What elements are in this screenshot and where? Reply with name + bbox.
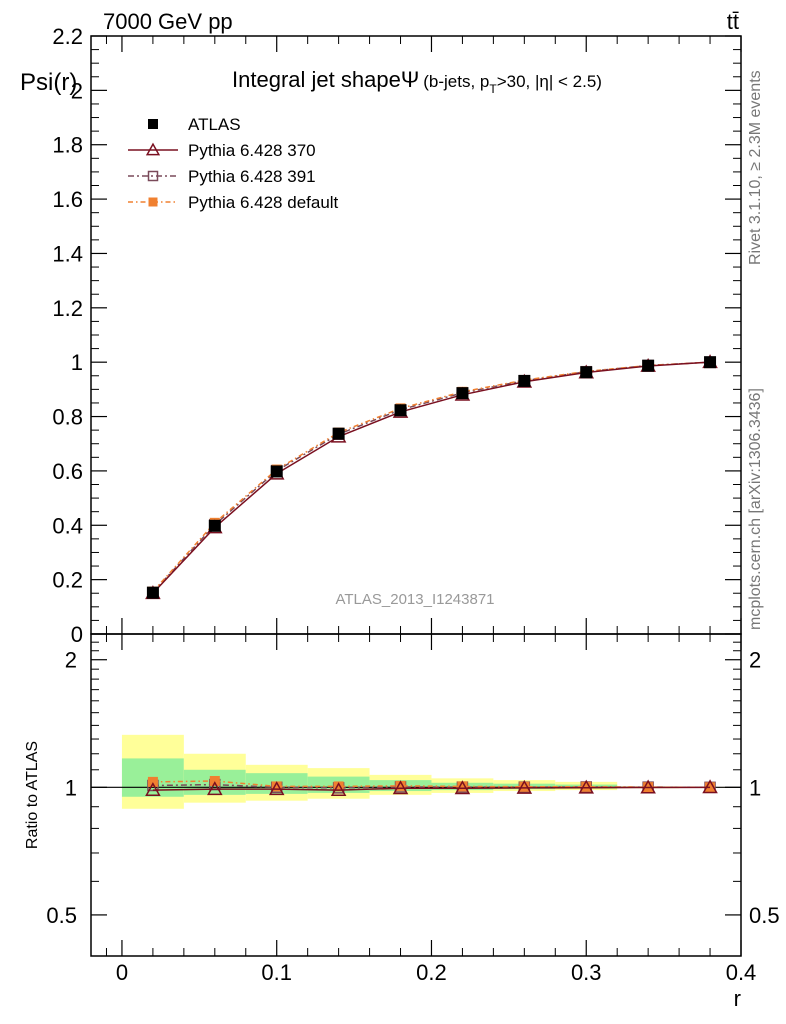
x-tick-label: 0.1: [261, 960, 292, 985]
series-pdefault: [147, 357, 716, 597]
ratio-point-p370: [392, 780, 409, 795]
ratio-point-p370: [578, 779, 595, 794]
legend: ATLAS Pythia 6.428 370 Pythia 6.428 391 Pyt…: [128, 115, 339, 212]
series-p391: [147, 356, 716, 599]
main-y-tick-label: 0.4: [52, 513, 83, 538]
main-y-tick-label: 1: [71, 350, 83, 375]
ratio-point-pdefault: [333, 781, 344, 792]
ratio-point-p370: [268, 781, 285, 796]
ratio-y-tick-label: 1: [65, 775, 77, 800]
process-label: tt̄: [727, 9, 739, 34]
main-ylabel: Psi(r): [20, 69, 77, 96]
ratio-ylabel: Ratio to ATLAS: [24, 741, 41, 849]
legend-entry-atlas: ATLAS: [148, 115, 241, 134]
series-line-p370: [152, 361, 711, 594]
ratio-xlabel: r: [734, 986, 741, 1011]
ratio-point-pdefault: [395, 780, 406, 791]
data-point-atlas: [456, 387, 469, 400]
ratio-point-p370: [145, 782, 161, 797]
data-point-atlas: [146, 586, 159, 599]
ratio-panel: 0.5 0.51 12 2 0 0.1 0.2 0.3 0.4 Ratio to ATLAS …: [24, 633, 780, 1011]
ratio-series-p370: [145, 779, 718, 797]
main-title: Integral jet shapeΨ (b-jets, pT>30, |η| <…: [232, 67, 602, 96]
x-tick-label: 0: [116, 960, 128, 985]
ratio-point-p370: [207, 781, 223, 796]
data-point-atlas: [704, 356, 717, 369]
legend-entry-p391: Pythia 6.428 391: [128, 167, 316, 186]
main-y-tick-label: 1.6: [52, 187, 83, 212]
data-point-atlas: [580, 366, 593, 379]
main-series: [145, 354, 718, 600]
main-panel: Psi(r) Integral jet shapeΨ (b-jets, pT>30…: [20, 24, 742, 647]
main-y-tick-label: 0: [71, 622, 83, 647]
analysis-label: ATLAS_2013_I1243871: [335, 591, 494, 608]
legend-label: ATLAS: [188, 115, 241, 134]
ratio-line-p370: [152, 786, 711, 791]
series-line-p391: [152, 361, 711, 593]
legend-label: Pythia 6.428 391: [188, 167, 316, 186]
ratio-point-pdefault: [581, 781, 592, 792]
ratio-y-tick-label-right: 1: [749, 775, 761, 800]
ratio-y-tick-label: 0.5: [46, 903, 77, 928]
main-y-tick-label: 2: [71, 78, 83, 103]
title-cut-suffix: >30, |η| < 2.5): [497, 72, 602, 91]
main-y-tick-label: 0.8: [52, 405, 83, 430]
ratio-point-pdefault: [147, 776, 158, 787]
ratio-point-p370: [640, 779, 656, 794]
x-tick-label: 0.4: [726, 960, 757, 985]
legend-marker: [148, 119, 158, 129]
main-y-tick-label: 1.8: [52, 133, 83, 158]
data-point-atlas: [518, 374, 531, 387]
x-tick-label: 0.2: [416, 960, 447, 985]
ratio-frame: [90, 633, 742, 957]
title-cut-prefix: (b-jets, p: [423, 72, 489, 91]
series-atlas: [146, 356, 717, 599]
title-cut-sub: T: [489, 82, 497, 96]
ratio-series: [145, 775, 718, 797]
legend-entry-pdefault: Pythia 6.428 default: [128, 193, 339, 212]
legend-marker: [147, 170, 159, 182]
ratio-y-tick-label-right: 0.5: [749, 903, 780, 928]
data-point-atlas: [394, 404, 407, 417]
ratio-y-ticks: 0.5 0.5 1 1 2 2: [46, 641, 780, 928]
main-y-ticks: 0 0.2 0.4 0.6 0.8 1 1.2 1.4 1.6 1.8 2 2.2: [52, 24, 742, 647]
legend-marker: [148, 197, 158, 207]
ratio-point-p370: [330, 782, 347, 797]
title-symbol: Ψ: [401, 67, 419, 92]
ratio-point-p370: [454, 780, 471, 795]
series-line-pdefault: [152, 361, 711, 593]
legend-entry-p370: Pythia 6.428 370: [128, 141, 316, 160]
data-point-atlas: [208, 519, 221, 532]
ratio-point-pdefault: [209, 775, 220, 786]
mcplots-label: mcplots.cern.ch [arXiv:1306.3436]: [747, 388, 764, 630]
main-y-tick-label: 0.6: [52, 459, 83, 484]
ratio-point-pdefault: [519, 781, 530, 792]
legend-marker: [145, 142, 161, 156]
ratio-point-pdefault: [457, 781, 468, 792]
energy-label: 7000 GeV pp: [103, 9, 233, 34]
legend-label: Pythia 6.428 370: [188, 141, 316, 160]
ratio-point-pdefault: [271, 781, 282, 792]
data-point-atlas: [270, 465, 283, 478]
data-point-atlas: [642, 359, 655, 372]
ratio-point-p370: [702, 779, 718, 794]
ratio-bands: [121, 734, 741, 809]
ratio-x-ticks: 0 0.1 0.2 0.3 0.4: [105, 634, 757, 985]
rivet-label: Rivet 3.1.10, ≥ 2.3M events: [747, 70, 764, 265]
legend-label: Pythia 6.428 default: [188, 193, 339, 212]
main-y-tick-label: 1.2: [52, 296, 83, 321]
ratio-point-p370: [516, 779, 533, 794]
main-y-tick-label: 2.2: [52, 24, 83, 49]
title-main: Integral jet shape: [232, 67, 401, 92]
ratio-y-tick-label: 2: [65, 648, 77, 673]
data-point-atlas: [332, 427, 345, 440]
series-p370: [145, 354, 718, 600]
x-tick-label: 0.3: [571, 960, 602, 985]
ratio-y-tick-label-right: 2: [749, 648, 761, 673]
main-y-tick-label: 1.4: [52, 241, 83, 266]
main-y-tick-label: 0.2: [52, 568, 83, 593]
